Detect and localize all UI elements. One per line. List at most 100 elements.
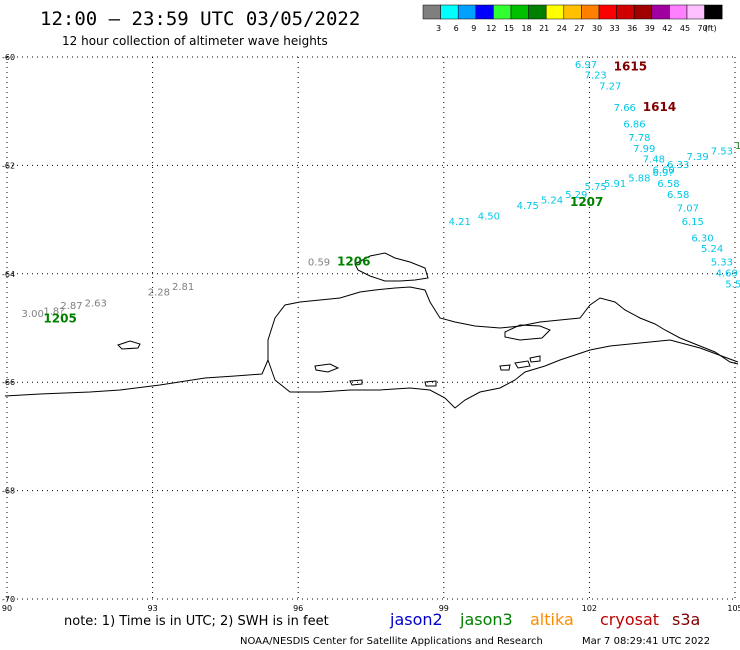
wave-height-label: 0.59	[308, 258, 330, 269]
wave-height-label: 2.63	[85, 298, 107, 309]
wave-height-label: 1.8?	[43, 306, 64, 317]
legend-swatch	[686, 4, 705, 20]
wave-height-label: 7.53	[711, 147, 733, 158]
wave-height-label: 7.23	[585, 71, 607, 82]
legend-label: 9	[471, 24, 476, 33]
wave-height-label: 5.24	[541, 195, 563, 206]
legend-swatch	[545, 4, 565, 20]
wave-height-label: 7.07	[677, 203, 699, 214]
chart-subtitle: 12 hour collection of altimeter wave hei…	[62, 34, 328, 48]
legend-swatch	[422, 4, 441, 20]
wave-height-label: 6.60	[652, 166, 674, 177]
x-tick-label: 90	[2, 604, 12, 613]
coastline	[4, 252, 739, 409]
coastline-lower	[267, 339, 739, 409]
legend-label: 21	[539, 24, 549, 33]
x-tick-label: 102	[582, 604, 597, 613]
x-tick-label: 93	[148, 604, 158, 613]
legend-swatch	[633, 4, 653, 20]
wave-height-label: 6.30	[691, 233, 713, 244]
ice-shelf-blob	[504, 324, 551, 341]
satellite-jason3: jason3	[459, 610, 513, 629]
island-small-2	[314, 363, 340, 373]
legend-label: 6	[454, 24, 459, 33]
legend-swatch	[510, 4, 529, 20]
color-legend: 3 6 9 12 15 18 21 24 27 30 33 36 39 42 45 70(ft)	[422, 4, 723, 33]
axis-ticks: 90 93 96 99 102 105 -60 -62 -64 -66 -68 -70	[2, 53, 740, 613]
legend-swatch	[563, 4, 582, 20]
wave-height-label: 5.24	[701, 244, 723, 255]
wave-height-label: 3.00	[22, 309, 44, 320]
wave-height-label: 7.99	[633, 144, 655, 155]
satellite-jason2: jason2	[389, 610, 443, 629]
x-tick-label: 105	[727, 604, 740, 613]
wave-height-label: 6.97	[575, 60, 597, 71]
y-tick-label: -68	[2, 487, 15, 496]
chart-title: 12:00 – 23:59 UTC 03/05/2022	[40, 8, 360, 30]
island-1206	[354, 252, 429, 282]
wave-height-label: 4.69	[716, 269, 738, 280]
wave-height-label: 5.91	[604, 179, 626, 190]
time-label: 1207	[570, 195, 603, 209]
time-label: 1615	[614, 60, 647, 74]
legend-label: 30	[592, 24, 602, 33]
legend-label: 45	[680, 24, 690, 33]
satellite-s3a: s3a	[672, 610, 700, 629]
wave-height-label: 2.28	[148, 287, 170, 298]
legend-swatch	[616, 4, 635, 20]
legend-label: 18	[522, 24, 532, 33]
legend-swatch	[598, 4, 617, 20]
island-small-6	[529, 355, 541, 363]
legend-label: 39	[645, 24, 655, 33]
island-small-1	[117, 340, 141, 350]
wave-height-label: 6.33	[667, 160, 689, 171]
legend-label: 15	[504, 24, 514, 33]
wave-height-label: 7.78	[628, 133, 650, 144]
wave-height-label: 2.81	[172, 282, 194, 293]
wave-height-label: 5.5?	[725, 279, 740, 290]
wave-height-label: 6.9?	[652, 168, 673, 179]
legend-swatch	[475, 4, 494, 20]
wave-height-points: 3.00 1.8?2.87 2.63 2.28 2.81 0.59 4.21 4.50 4.75…	[22, 60, 740, 320]
y-tick-label: -62	[2, 161, 15, 170]
x-tick-label: 96	[293, 604, 303, 613]
time-labels: 1205 1206 1207 1615 1614	[43, 60, 676, 326]
legend-label: 24	[557, 24, 567, 33]
time-label: 1206	[337, 255, 370, 269]
legend-swatch	[528, 4, 547, 20]
legend-label: 70	[698, 24, 708, 33]
legend-swatch	[669, 4, 688, 20]
wave-height-label: 6.15	[682, 217, 704, 228]
wave-height-label: 5.88	[628, 174, 650, 185]
legend-label: (ft)	[705, 24, 717, 33]
wave-height-label: 2.87	[60, 301, 82, 312]
y-tick-label: -66	[2, 378, 15, 387]
wave-height-label: 6.58	[657, 179, 679, 190]
footer-note: note: 1) Time is in UTC; 2) SWH is in fe…	[64, 614, 329, 629]
wave-height-label: 6.58	[667, 190, 689, 201]
satellite-cryosat: cryosat	[600, 610, 659, 629]
wave-height-label: 4.50	[478, 212, 500, 223]
wave-height-label: 5.33	[711, 258, 733, 269]
wave-height-label: 7.66	[614, 103, 636, 114]
footer-timestamp: Mar 7 08:29:41 UTC 2022	[582, 636, 710, 647]
legend-swatch	[493, 4, 512, 20]
legend-swatch	[581, 4, 600, 20]
satellite-legend: jason2 jason3 altika cryosat s3a	[389, 610, 700, 629]
legend-label: 36	[627, 24, 637, 33]
island-small-3	[349, 379, 363, 386]
y-tick-label: -70	[2, 595, 15, 604]
legend-swatch	[704, 4, 723, 20]
wave-height-label: 4.21	[449, 217, 471, 228]
y-tick-label: -64	[2, 270, 15, 279]
legend-label: 12	[486, 24, 496, 33]
antarctic-coastline	[4, 286, 739, 397]
wave-height-label: 19.80	[735, 141, 740, 152]
footer-credit: NOAA/NESDIS Center for Satellite Applica…	[240, 636, 543, 647]
wave-height-label: 7.48	[643, 155, 665, 166]
legend-swatch	[651, 4, 670, 20]
island-small-5	[514, 360, 531, 369]
legend-label: 27	[574, 24, 584, 33]
legend-label: 42	[662, 24, 672, 33]
